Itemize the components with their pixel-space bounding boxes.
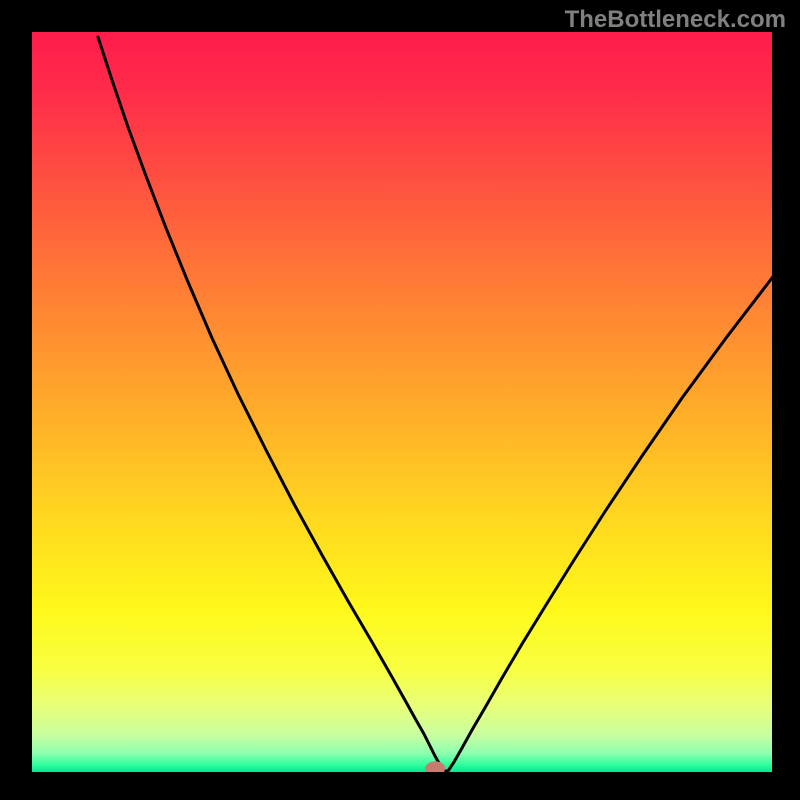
- watermark-label: TheBottleneck.com: [565, 6, 786, 34]
- plot-background: [32, 32, 772, 772]
- chart-root: TheBottleneck.com: [0, 0, 800, 800]
- chart-svg: [0, 0, 800, 800]
